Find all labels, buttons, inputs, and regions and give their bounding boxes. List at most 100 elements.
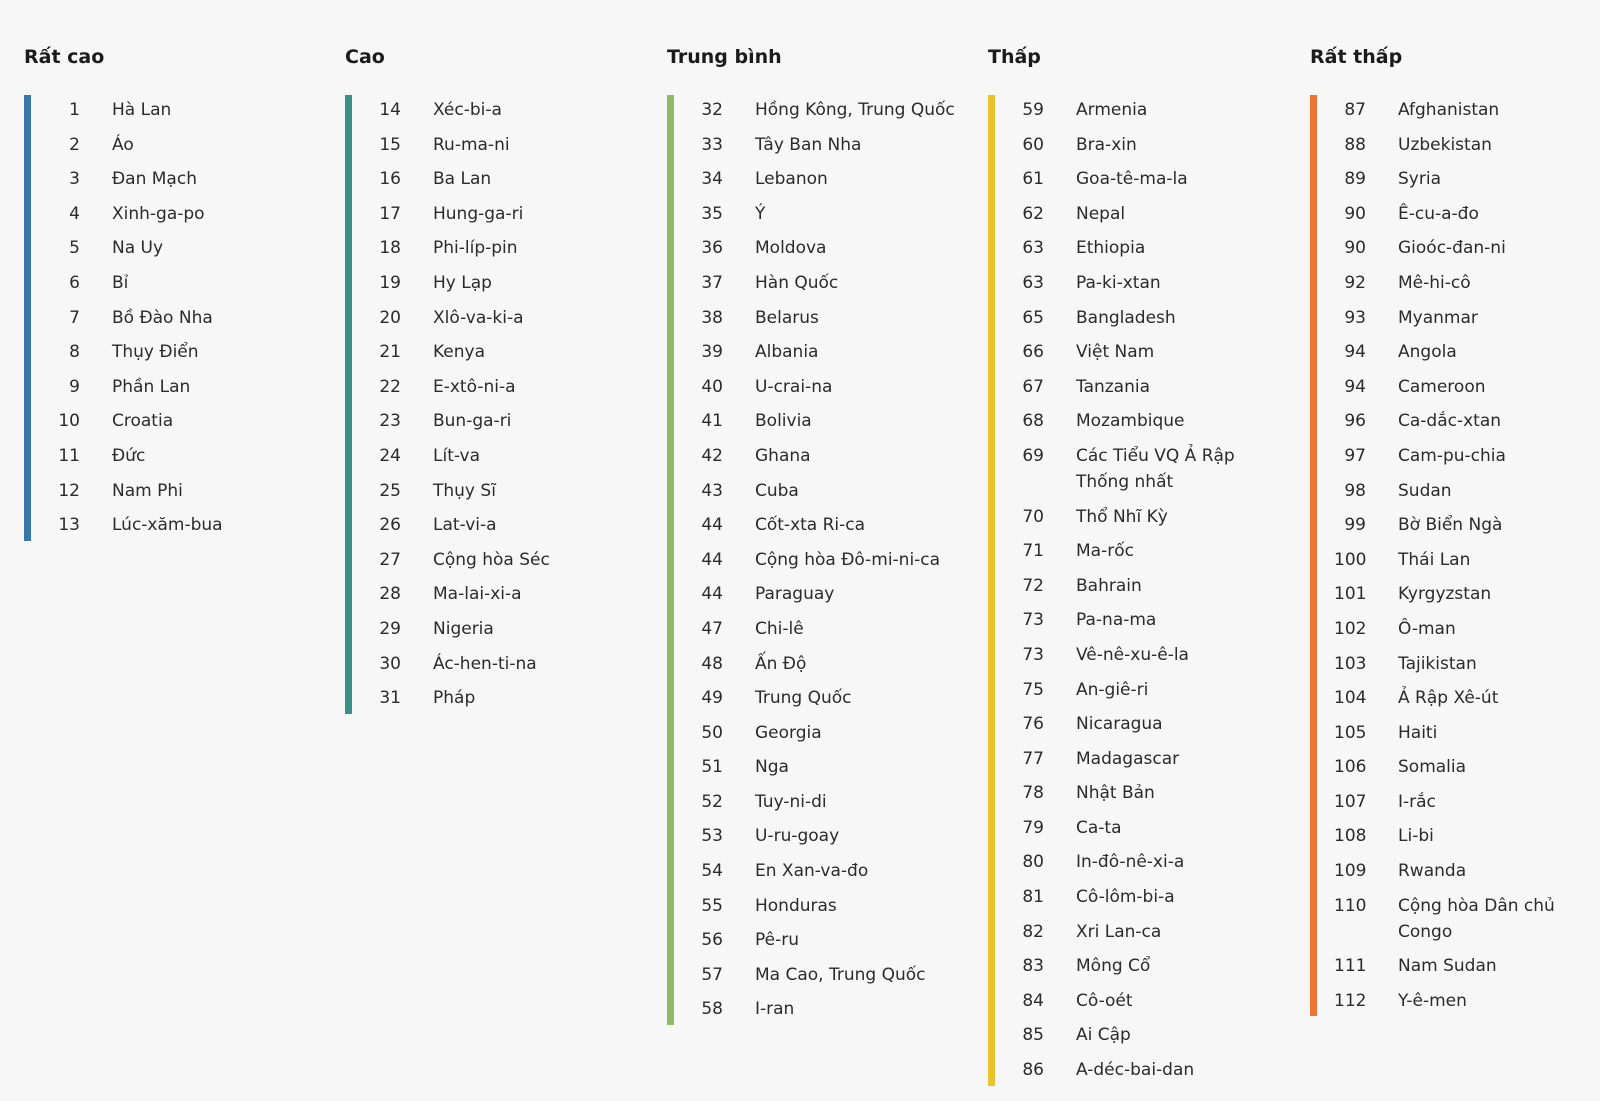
rank-number: 77 [1022,748,1044,769]
country-name: En Xan-va-đo [755,861,869,882]
country-name: Cộng hòa Đô-mi-ni-ca [755,549,941,570]
country-name: Ba Lan [433,169,492,190]
country-name: Ấn Độ [755,653,807,674]
country-name: Việt Nam [1076,342,1155,363]
country-name: Đan Mạch [112,169,197,190]
rank-number: 3 [69,169,80,190]
rank-number: 15 [379,134,401,155]
country-row: 18 Phi-líp-pin [345,235,645,261]
country-row: 81 Cô-lôm-bi-a [988,884,1288,910]
rank-number: 78 [1022,783,1044,804]
country-row: 33 Tây Ban Nha [667,132,967,158]
country-name: Rwanda [1398,861,1467,882]
country-name: Kenya [433,342,486,363]
country-name: Kyrgyzstan [1398,584,1492,605]
country-name: Hy Lạp [433,272,492,293]
rank-number: 96 [1344,411,1366,432]
rank-number: 102 [1334,618,1367,639]
rank-number: 52 [701,791,723,812]
rank-number: 39 [701,342,723,363]
country-name: Belarus [755,307,819,328]
country-name: Ma-lai-xi-a [433,584,522,605]
country-name: Pháp [433,688,476,709]
rank-number: 67 [1022,376,1044,397]
country-row: 69 Các Tiểu VQ Ả Rập Thống nhất [988,443,1288,495]
country-row: 43 Cuba [667,478,967,504]
country-row: 34 Lebanon [667,166,967,192]
country-name: An-giê-ri [1076,679,1149,700]
country-name: Na Uy [112,238,164,259]
rank-number: 42 [701,445,723,466]
country-row: 44 Paraguay [667,581,967,607]
country-row: 83 Mông Cổ [988,953,1288,979]
country-name: Cộng hòa Dân chủ Congo [1398,895,1555,942]
country-row: 79 Ca-ta [988,815,1288,841]
country-list: 87 Afghanistan 88 Uzbekistan 89 Syria 90 Ê-cu-a… [1310,97,1600,1022]
country-name: Gioóc-đan-ni [1398,238,1506,259]
country-row: 80 In-đô-nê-xi-a [988,849,1288,875]
country-name: Thổ Nhĩ Kỳ [1076,506,1168,527]
country-row: 90 Ê-cu-a-đo [1310,201,1600,227]
country-name: Paraguay [755,584,835,605]
level-color-bar [345,95,352,714]
country-name: Cuba [755,480,799,501]
country-row: 71 Ma-rốc [988,538,1288,564]
country-row: 52 Tuy-ni-di [667,789,967,815]
country-name: Bồ Đào Nha [112,307,213,328]
rank-number: 73 [1022,610,1044,631]
country-name: Honduras [755,895,837,916]
level-color-bar [667,95,674,1025]
rank-number: 111 [1334,956,1367,977]
country-name: Uzbekistan [1398,134,1492,155]
country-name: Áo [112,134,134,155]
country-row: 55 Honduras [667,893,967,919]
country-row: 50 Georgia [667,720,967,746]
country-row: 59 Armenia [988,97,1288,123]
country-name: Albania [755,342,819,363]
country-row: 97 Cam-pu-chia [1310,443,1600,469]
country-row: 96 Ca-dắc-xtan [1310,408,1600,434]
rank-number: 71 [1022,541,1044,562]
country-name: Nga [755,757,789,778]
country-row: 39 Albania [667,339,967,365]
rank-number: 7 [69,307,80,328]
rank-number: 5 [69,238,80,259]
rank-number: 32 [701,100,723,120]
country-name: Hung-ga-ri [433,203,524,224]
level-color-bar [24,95,31,541]
rank-number: 90 [1344,238,1366,259]
rank-number: 50 [701,722,723,743]
rank-number: 25 [379,480,401,501]
rank-number: 28 [379,584,401,605]
rank-number: 40 [701,376,723,397]
country-name: Chi-lê [755,618,804,639]
rank-number: 12 [58,480,80,501]
country-row: 92 Mê-hi-cô [1310,270,1600,296]
country-row: 70 Thổ Nhĩ Kỳ [988,504,1288,530]
country-name: Nicaragua [1076,714,1163,735]
country-name: Ghana [755,445,811,466]
rank-number: 8 [69,342,80,363]
rank-number: 66 [1022,342,1044,363]
country-row: 88 Uzbekistan [1310,132,1600,158]
country-row: 60 Bra-xin [988,132,1288,158]
country-name: Ác-hen-ti-na [433,653,537,674]
country-row: 77 Madagascar [988,746,1288,772]
country-name: Xlô-va-ki-a [433,307,524,328]
country-row: 94 Angola [1310,339,1600,365]
column-title: Rất thấp [1310,45,1403,68]
rank-number: 35 [701,203,723,224]
country-name: Xri Lan-ca [1076,921,1162,942]
rank-number: 24 [379,445,401,466]
rank-number: 69 [1022,445,1044,466]
country-name: Bolivia [755,411,812,432]
country-name: Thụy Điển [112,342,199,363]
country-row: 24 Lít-va [345,443,645,469]
country-row: 63 Ethiopia [988,235,1288,261]
country-row: 9 Phần Lan [24,374,324,400]
country-row: 111 Nam Sudan [1310,953,1600,979]
rank-number: 1 [69,100,80,120]
country-row: 30 Ác-hen-ti-na [345,651,645,677]
rank-number: 88 [1344,134,1366,155]
country-row: 100 Thái Lan [1310,547,1600,573]
